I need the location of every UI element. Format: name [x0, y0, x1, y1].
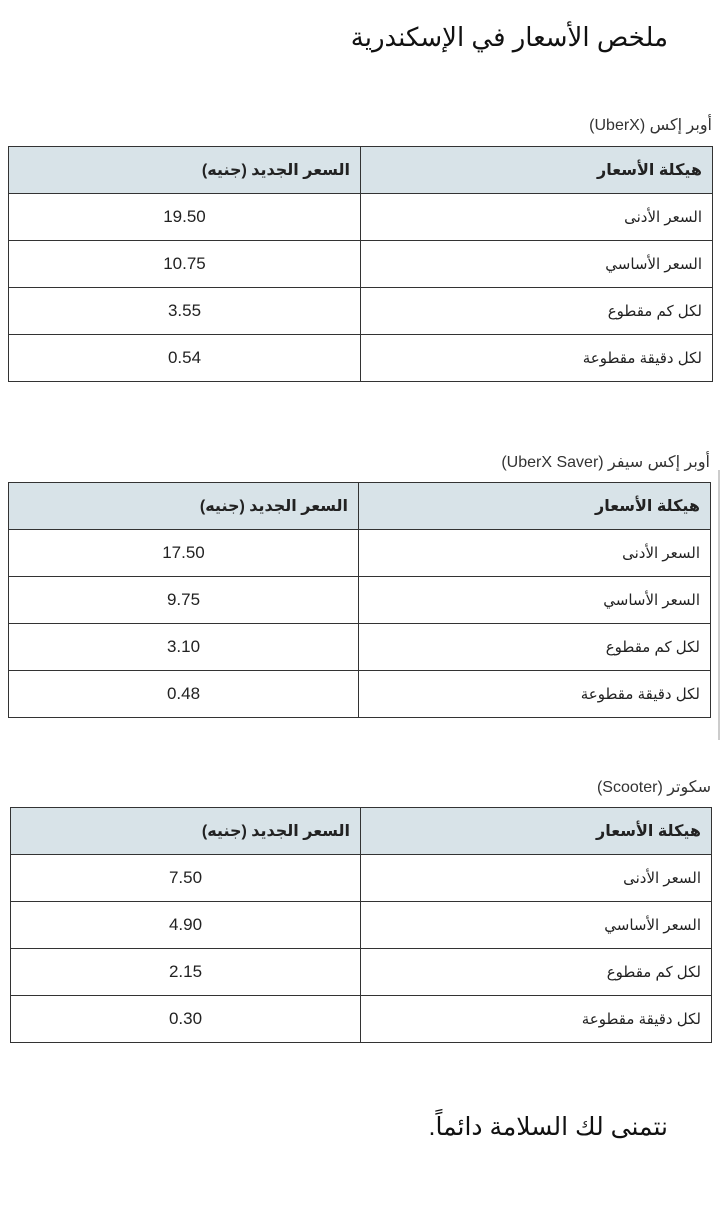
caption-scooter: سكوتر (Scooter) [596, 779, 711, 796]
table-row: لكل دقيقة مقطوعة 0.54 [8, 334, 713, 382]
row-label: لكل دقيقة مقطوعة [360, 334, 713, 382]
table-row: لكل دقيقة مقطوعة 0.48 [8, 670, 711, 718]
table-row: السعر الأساسي 4.90 [10, 901, 712, 949]
row-value: 7.50 [10, 854, 361, 902]
row-label: لكل دقيقة مقطوعة [358, 670, 711, 718]
table-row: السعر الأدنى 7.50 [10, 854, 712, 902]
row-label: السعر الأدنى [360, 193, 713, 241]
row-label: السعر الأساسي [360, 901, 712, 949]
row-value: 4.90 [10, 901, 361, 949]
header-structure: هيكلة الأسعار [360, 807, 712, 855]
row-value: 2.15 [10, 948, 361, 996]
caption-uberx-saver: أوبر إكس سيفر (UberX Saver) [501, 454, 710, 471]
page-title: ملخص الأسعار في الإسكندرية [350, 22, 668, 52]
row-label: لكل كم مقطوع [360, 948, 712, 996]
table-row: السعر الأدنى 19.50 [8, 193, 713, 241]
table-uberx: هيكلة الأسعار السعر الجديد (جنيه) السعر … [8, 146, 713, 382]
row-label: السعر الأساسي [360, 240, 713, 288]
header-structure: هيكلة الأسعار [360, 146, 713, 194]
row-value: 0.30 [10, 995, 361, 1043]
table-row: لكل كم مقطوع 2.15 [10, 948, 712, 996]
table-row: لكل كم مقطوع 3.10 [8, 623, 711, 671]
caption-uberx: أوبر إكس (UberX) [589, 117, 712, 134]
divider [718, 470, 720, 740]
table-row: السعر الأدنى 17.50 [8, 529, 711, 577]
row-value: 10.75 [8, 240, 361, 288]
row-label: السعر الأدنى [358, 529, 711, 577]
table-header-row: هيكلة الأسعار السعر الجديد (جنيه) [8, 482, 711, 530]
row-label: لكل دقيقة مقطوعة [360, 995, 712, 1043]
row-value: 19.50 [8, 193, 361, 241]
row-value: 17.50 [8, 529, 359, 577]
table-row: لكل كم مقطوع 3.55 [8, 287, 713, 335]
row-label: السعر الأساسي [358, 576, 711, 624]
table-header-row: هيكلة الأسعار السعر الجديد (جنيه) [8, 146, 713, 194]
row-value: 9.75 [8, 576, 359, 624]
header-price: السعر الجديد (جنيه) [10, 807, 361, 855]
header-structure: هيكلة الأسعار [358, 482, 711, 530]
table-row: لكل دقيقة مقطوعة 0.30 [10, 995, 712, 1043]
row-value: 3.55 [8, 287, 361, 335]
row-value: 0.48 [8, 670, 359, 718]
row-label: السعر الأدنى [360, 854, 712, 902]
header-price: السعر الجديد (جنيه) [8, 482, 359, 530]
row-value: 3.10 [8, 623, 359, 671]
footer-message: نتمنى لك السلامة دائماً. [428, 1113, 669, 1141]
table-header-row: هيكلة الأسعار السعر الجديد (جنيه) [10, 807, 712, 855]
row-value: 0.54 [8, 334, 361, 382]
header-price: السعر الجديد (جنيه) [8, 146, 361, 194]
table-uberx-saver: هيكلة الأسعار السعر الجديد (جنيه) السعر … [8, 482, 711, 718]
row-label: لكل كم مقطوع [360, 287, 713, 335]
row-label: لكل كم مقطوع [358, 623, 711, 671]
table-scooter: هيكلة الأسعار السعر الجديد (جنيه) السعر … [10, 807, 712, 1043]
table-row: السعر الأساسي 9.75 [8, 576, 711, 624]
table-row: السعر الأساسي 10.75 [8, 240, 713, 288]
